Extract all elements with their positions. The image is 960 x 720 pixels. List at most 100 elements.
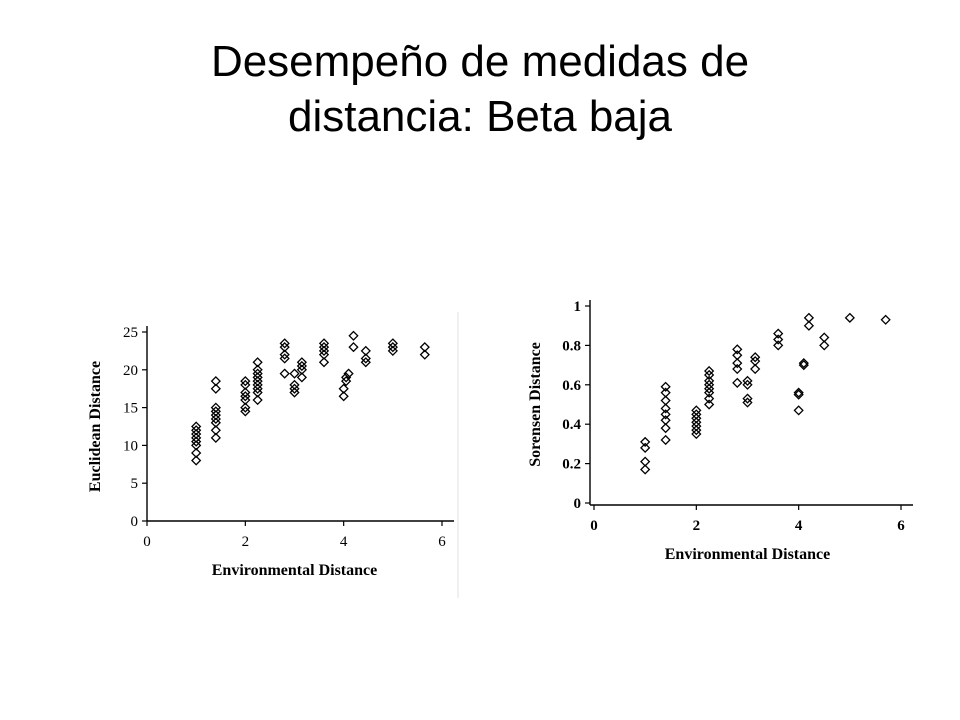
data-point — [240, 376, 251, 387]
x-tick-label: 4 — [795, 518, 803, 534]
y-tick-label: 25 — [123, 325, 138, 341]
slide-title-line-2: distancia: Beta baja — [287, 92, 673, 141]
data-point — [660, 395, 671, 406]
data-point — [880, 314, 891, 325]
data-point — [210, 425, 221, 436]
data-point — [704, 369, 715, 381]
data-point — [640, 456, 651, 467]
data-point — [210, 410, 221, 421]
data-point — [279, 338, 290, 349]
data-point — [210, 402, 221, 413]
data-point — [793, 405, 804, 416]
data-point — [341, 376, 352, 387]
data-point — [640, 442, 651, 453]
data-point — [387, 342, 398, 353]
data-point — [704, 375, 715, 386]
data-point — [704, 399, 715, 410]
data-point — [819, 340, 830, 351]
data-point — [348, 330, 359, 341]
data-point — [191, 447, 202, 459]
data-point — [660, 415, 671, 426]
data-point — [210, 406, 221, 417]
x-tick-label: 0 — [590, 518, 598, 534]
y-axis-label: Sorensen Distance — [527, 342, 544, 467]
data-point — [318, 345, 330, 357]
data-point — [296, 360, 307, 372]
data-point — [773, 328, 784, 339]
y-axis-ticks: 0 0.2 0.4 0.6 0.8 1 — [562, 299, 590, 512]
y-tick-label: 20 — [123, 363, 138, 379]
data-point — [750, 352, 761, 363]
data-point — [296, 357, 307, 368]
data-point — [191, 425, 202, 436]
data-point — [252, 379, 263, 391]
data-point — [732, 350, 743, 361]
data-point — [732, 363, 743, 375]
data-point — [793, 387, 804, 398]
data-point — [750, 356, 761, 367]
sorensen-distance-chart: 0 0.2 0.4 0.6 0.8 1 0 2 4 6 Environmental Distan… — [520, 292, 920, 578]
data-point — [742, 393, 753, 404]
data-point — [742, 397, 753, 408]
x-tick-label: 2 — [693, 518, 701, 534]
data-point — [191, 436, 202, 447]
data-point — [210, 383, 221, 394]
y-axis-ticks: 0 5 10 15 20 25 — [123, 325, 147, 530]
y-tick-label: 10 — [123, 438, 138, 454]
data-point — [348, 342, 359, 353]
data-point — [240, 394, 251, 406]
data-point — [387, 345, 398, 357]
data-point — [773, 334, 784, 345]
y-tick-label: 5 — [131, 476, 139, 492]
data-point — [773, 340, 784, 351]
data-point — [279, 368, 290, 379]
data-point — [844, 312, 855, 323]
data-point — [419, 342, 430, 353]
data-point — [419, 349, 430, 360]
data-point — [704, 379, 715, 390]
y-tick-label: 0.2 — [562, 457, 581, 473]
data-point — [289, 379, 300, 391]
data-point — [660, 403, 671, 414]
data-point — [798, 358, 809, 369]
data-point — [704, 393, 715, 404]
data-point — [750, 363, 761, 375]
data-point — [704, 387, 715, 398]
y-tick-label: 0.8 — [562, 338, 581, 354]
y-tick-label: 1 — [574, 299, 582, 315]
x-axis-ticks: 0 2 4 6 — [143, 521, 446, 550]
data-point — [660, 434, 671, 446]
data-point — [691, 428, 702, 440]
x-axis-ticks: 0 2 4 6 — [590, 505, 905, 534]
data-point — [691, 417, 702, 428]
y-tick-label: 0.4 — [562, 417, 581, 433]
data-point — [640, 464, 651, 475]
data-point — [387, 338, 398, 349]
slide-title-line-1: Desempeño de medidas de — [210, 37, 750, 86]
data-point — [210, 413, 221, 425]
y-tick-label: 15 — [123, 401, 138, 417]
data-point — [341, 372, 352, 383]
data-point — [318, 357, 330, 368]
data-point — [210, 432, 221, 443]
data-point — [252, 387, 263, 398]
data-point — [343, 368, 354, 379]
data-point — [704, 365, 715, 377]
y-tick-label: 0 — [574, 496, 582, 512]
scatter-points — [191, 330, 430, 466]
data-point — [360, 353, 371, 364]
data-point — [240, 379, 251, 391]
x-axis-label: Environmental Distance — [212, 562, 377, 579]
data-point — [240, 391, 251, 402]
data-point — [252, 372, 263, 383]
data-point — [296, 372, 307, 383]
data-point — [691, 424, 702, 436]
x-tick-label: 0 — [143, 534, 151, 550]
data-point — [210, 376, 221, 387]
data-point — [191, 440, 202, 451]
data-point — [289, 387, 300, 398]
data-point — [252, 364, 263, 375]
data-point — [660, 409, 671, 420]
data-point — [803, 320, 815, 331]
y-tick-label: 0.6 — [562, 378, 581, 394]
